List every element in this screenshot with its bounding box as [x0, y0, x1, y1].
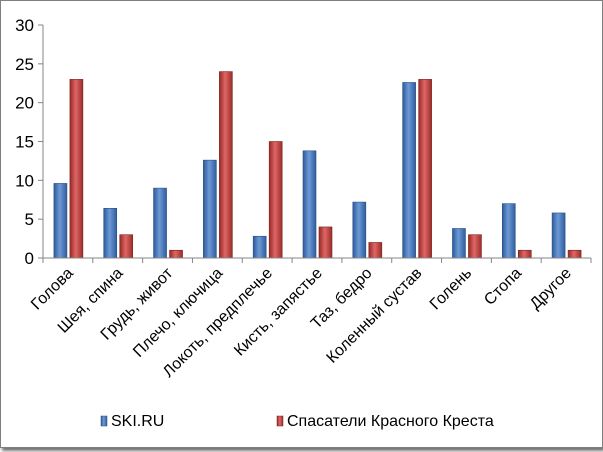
series-red-cross — [69, 71, 582, 259]
y-tick-label: 30 — [15, 16, 34, 35]
y-tick-label: 5 — [25, 210, 34, 229]
bar — [551, 212, 566, 259]
bar — [153, 187, 167, 259]
y-tick-label: 10 — [15, 171, 34, 190]
y-tick-label: 15 — [15, 133, 34, 152]
bar — [318, 226, 333, 259]
bars — [53, 71, 582, 259]
x-tick-label: Голова — [28, 265, 77, 314]
bar — [53, 183, 68, 259]
x-tick-label: Коленный сустав — [324, 265, 426, 367]
y-tick-label: 0 — [25, 249, 34, 268]
series-ski-ru — [53, 82, 566, 259]
legend-label: Спасатели Красного Креста — [287, 413, 494, 430]
bar — [302, 150, 317, 259]
bar — [203, 159, 217, 259]
y-tick-label: 25 — [15, 55, 34, 74]
bar — [402, 82, 416, 259]
x-tick-label: Стопа — [481, 265, 525, 309]
x-tick-label: Голень — [427, 265, 475, 313]
x-tick-label: Плечо, ключица — [130, 265, 226, 361]
y-axis: 0 5 10 15 20 25 30 — [15, 16, 44, 268]
bar — [219, 71, 233, 259]
legend-swatch — [100, 415, 108, 427]
bar — [517, 249, 532, 259]
bar — [69, 79, 84, 259]
bar — [352, 201, 367, 259]
bar — [368, 242, 383, 259]
y-tick-label: 20 — [15, 94, 34, 113]
legend-swatch — [276, 415, 284, 427]
bar — [567, 249, 582, 259]
bar — [418, 79, 432, 259]
bar — [103, 207, 118, 259]
bar — [268, 141, 283, 259]
bar — [501, 203, 516, 259]
bar — [468, 234, 482, 259]
legend: SKI.RU Спасатели Красного Креста — [100, 413, 494, 430]
legend-label: SKI.RU — [111, 413, 164, 430]
bar — [252, 235, 267, 259]
bar — [169, 249, 183, 259]
x-tick-label: Другое — [527, 265, 575, 313]
bar — [119, 234, 134, 259]
legend-item-ski-ru: SKI.RU — [100, 413, 164, 430]
bar — [452, 228, 466, 259]
x-tick-label: Кисть, запястье — [231, 265, 326, 360]
legend-item-red-cross: Спасатели Красного Креста — [276, 413, 494, 430]
